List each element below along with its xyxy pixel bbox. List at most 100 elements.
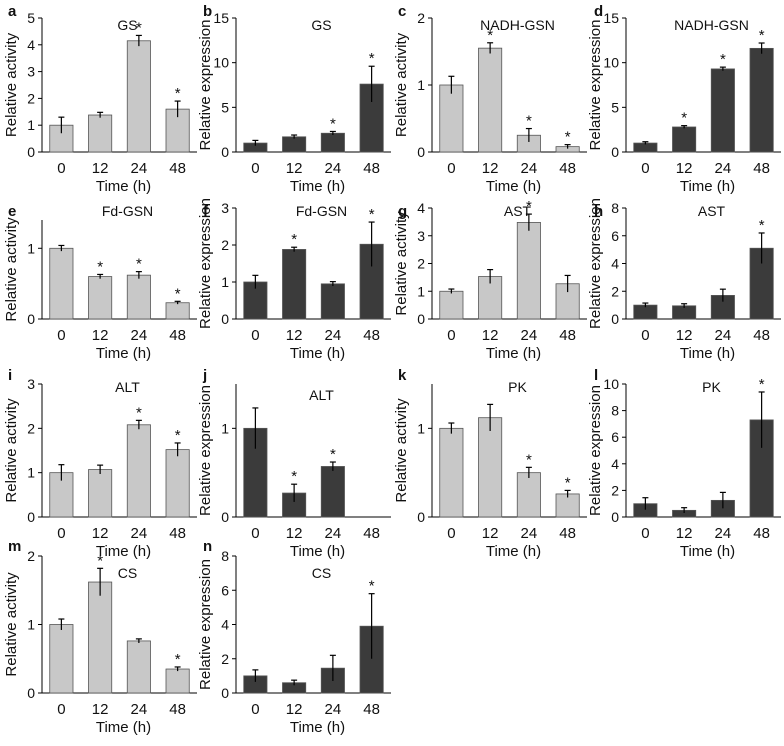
chart-title: AST bbox=[504, 203, 532, 219]
y-tick-label: 3 bbox=[27, 64, 35, 80]
bar-12h bbox=[478, 417, 503, 518]
x-axis-label: Time (h) bbox=[486, 543, 541, 560]
panel-letter: l bbox=[594, 367, 598, 384]
x-tick-label: 24 bbox=[521, 327, 538, 344]
significance-star: * bbox=[330, 446, 336, 463]
x-tick-label: 0 bbox=[641, 525, 649, 542]
bar-12h bbox=[88, 581, 113, 694]
panel-letter: b bbox=[203, 3, 212, 20]
x-axis-label: Time (h) bbox=[96, 719, 151, 736]
x-tick-label: 0 bbox=[57, 160, 65, 177]
x-tick-label: 12 bbox=[286, 701, 303, 718]
bar-24h bbox=[516, 472, 541, 518]
x-tick-label: 12 bbox=[92, 327, 109, 344]
panel-letter: k bbox=[398, 367, 407, 384]
bar-12h bbox=[672, 126, 697, 153]
panel-letter: n bbox=[203, 538, 212, 555]
x-axis-label: Time (h) bbox=[290, 345, 345, 362]
y-tick-label: 0 bbox=[221, 311, 229, 327]
x-axis-label: Time (h) bbox=[290, 178, 345, 195]
y-axis-label: Relative activity bbox=[393, 398, 410, 503]
significance-star: * bbox=[759, 376, 765, 393]
x-tick-label: 12 bbox=[286, 525, 303, 542]
x-axis-label: Time (h) bbox=[680, 345, 735, 362]
y-tick-label: 2 bbox=[221, 651, 229, 667]
y-axis-label: Relative activity bbox=[393, 211, 410, 316]
panel-letter: h bbox=[594, 203, 603, 220]
x-tick-label: 0 bbox=[251, 327, 259, 344]
bar-24h bbox=[320, 283, 345, 320]
y-tick-label: 2 bbox=[417, 10, 425, 26]
x-axis-label: Time (h) bbox=[96, 178, 151, 195]
bar-0h bbox=[439, 84, 464, 153]
significance-star: * bbox=[369, 206, 375, 223]
x-tick-label: 12 bbox=[482, 327, 499, 344]
y-axis-label: Relative activity bbox=[393, 32, 410, 137]
significance-star: * bbox=[681, 110, 687, 127]
y-tick-label: 8 bbox=[611, 200, 619, 216]
y-tick-label: 4 bbox=[611, 256, 619, 272]
significance-star: * bbox=[526, 113, 532, 130]
x-axis-label: Time (h) bbox=[680, 543, 735, 560]
x-axis-label: Time (h) bbox=[680, 178, 735, 195]
x-tick-label: 0 bbox=[57, 525, 65, 542]
x-tick-label: 24 bbox=[131, 327, 148, 344]
y-tick-label: 0 bbox=[611, 311, 619, 327]
bar-24h bbox=[710, 68, 735, 153]
y-axis-label: Relative expression bbox=[197, 385, 214, 516]
y-tick-label: 6 bbox=[611, 429, 619, 445]
bar-24h bbox=[126, 640, 151, 694]
significance-star: * bbox=[175, 85, 181, 102]
x-tick-label: 0 bbox=[57, 701, 65, 718]
panel-letter: f bbox=[203, 203, 209, 220]
y-tick-label: 0 bbox=[417, 311, 425, 327]
significance-star: * bbox=[136, 19, 142, 36]
y-axis-label: Relative activity bbox=[3, 398, 20, 503]
x-tick-label: 24 bbox=[325, 525, 342, 542]
x-tick-label: 48 bbox=[363, 701, 380, 718]
x-tick-label: 24 bbox=[325, 327, 342, 344]
x-tick-label: 12 bbox=[676, 327, 693, 344]
significance-star: * bbox=[759, 217, 765, 234]
x-tick-label: 48 bbox=[753, 327, 770, 344]
y-tick-label: 0 bbox=[27, 509, 35, 525]
y-tick-label: 10 bbox=[603, 55, 619, 71]
y-axis-label: Relative expression bbox=[587, 385, 604, 516]
x-tick-label: 12 bbox=[92, 525, 109, 542]
y-tick-label: 2 bbox=[27, 420, 35, 436]
significance-star: * bbox=[136, 404, 142, 421]
significance-star: * bbox=[291, 231, 297, 248]
y-tick-label: 10 bbox=[213, 55, 229, 71]
y-tick-label: 2 bbox=[27, 90, 35, 106]
significance-star: * bbox=[175, 427, 181, 444]
y-tick-label: 6 bbox=[611, 228, 619, 244]
x-tick-label: 24 bbox=[521, 160, 538, 177]
y-tick-label: 1 bbox=[221, 420, 229, 436]
bar-12h bbox=[88, 469, 113, 518]
panel-e: e Fd-GSN Relative activity 0 1 0 * 12 * 24 * 48 Time… bbox=[3, 203, 197, 362]
significance-star: * bbox=[565, 129, 571, 146]
significance-star: * bbox=[97, 552, 103, 569]
bar-24h bbox=[126, 274, 151, 320]
x-tick-label: 48 bbox=[559, 160, 576, 177]
y-tick-label: 10 bbox=[603, 376, 619, 392]
panel-letter: j bbox=[202, 367, 207, 384]
y-tick-label: 0 bbox=[611, 509, 619, 525]
panel-k: k PK Relative activity 0 1 0 12 * 24 * 48 Time (h) bbox=[393, 367, 587, 560]
bar-0h bbox=[49, 624, 74, 694]
y-tick-label: 8 bbox=[221, 548, 229, 564]
x-tick-label: 24 bbox=[325, 160, 342, 177]
panel-letter: m bbox=[8, 538, 21, 555]
significance-star: * bbox=[291, 468, 297, 485]
x-tick-label: 24 bbox=[131, 525, 148, 542]
x-tick-label: 48 bbox=[753, 160, 770, 177]
chart-title: GS bbox=[117, 17, 137, 33]
y-axis-label: Relative expression bbox=[197, 198, 214, 329]
x-tick-label: 0 bbox=[57, 327, 65, 344]
x-tick-label: 24 bbox=[715, 160, 732, 177]
